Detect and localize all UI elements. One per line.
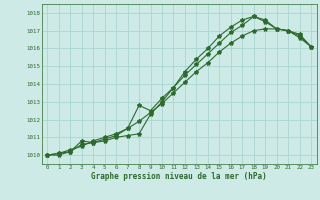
- X-axis label: Graphe pression niveau de la mer (hPa): Graphe pression niveau de la mer (hPa): [91, 172, 267, 181]
